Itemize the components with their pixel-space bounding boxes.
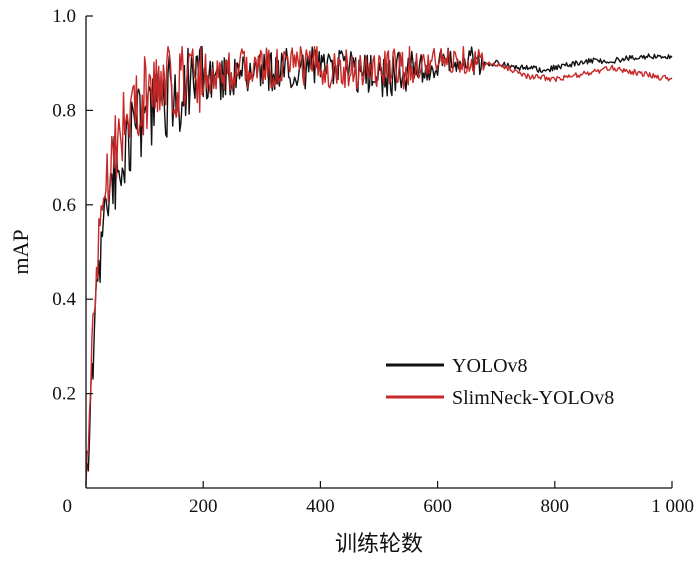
legend-label-slimneck-yolov8: SlimNeck-YOLOv8	[452, 387, 614, 409]
legend-label-yolov8: YOLOv8	[452, 355, 528, 377]
x-tick-label: 600	[423, 496, 452, 517]
x-tick-label: 800	[541, 496, 570, 517]
x-tick-label: 0	[63, 496, 73, 517]
y-tick-label: 0.2	[52, 384, 76, 405]
x-tick-label: 400	[306, 496, 335, 517]
y-tick-label: 1.0	[52, 6, 76, 27]
y-ticks-group: 0.2 0.4 0.6 0.8 1.0	[52, 6, 93, 405]
y-tick-label: 0.6	[52, 195, 76, 216]
x-axis-title: 训练轮数	[335, 531, 423, 556]
y-tick-label: 0.4	[52, 289, 76, 310]
legend: YOLOv8 SlimNeck-YOLOv8	[386, 355, 614, 409]
x-tick-label: 200	[189, 496, 218, 517]
y-axis-title: mAP	[8, 229, 33, 274]
y-tick-label: 0.8	[52, 100, 76, 121]
series-line-slimneck-yolov8	[85, 46, 673, 486]
x-ticks-group: 0 200 400 600 800 1 000	[63, 481, 694, 517]
x-tick-label: 1 000	[651, 496, 694, 517]
plot-series-group	[85, 46, 673, 486]
